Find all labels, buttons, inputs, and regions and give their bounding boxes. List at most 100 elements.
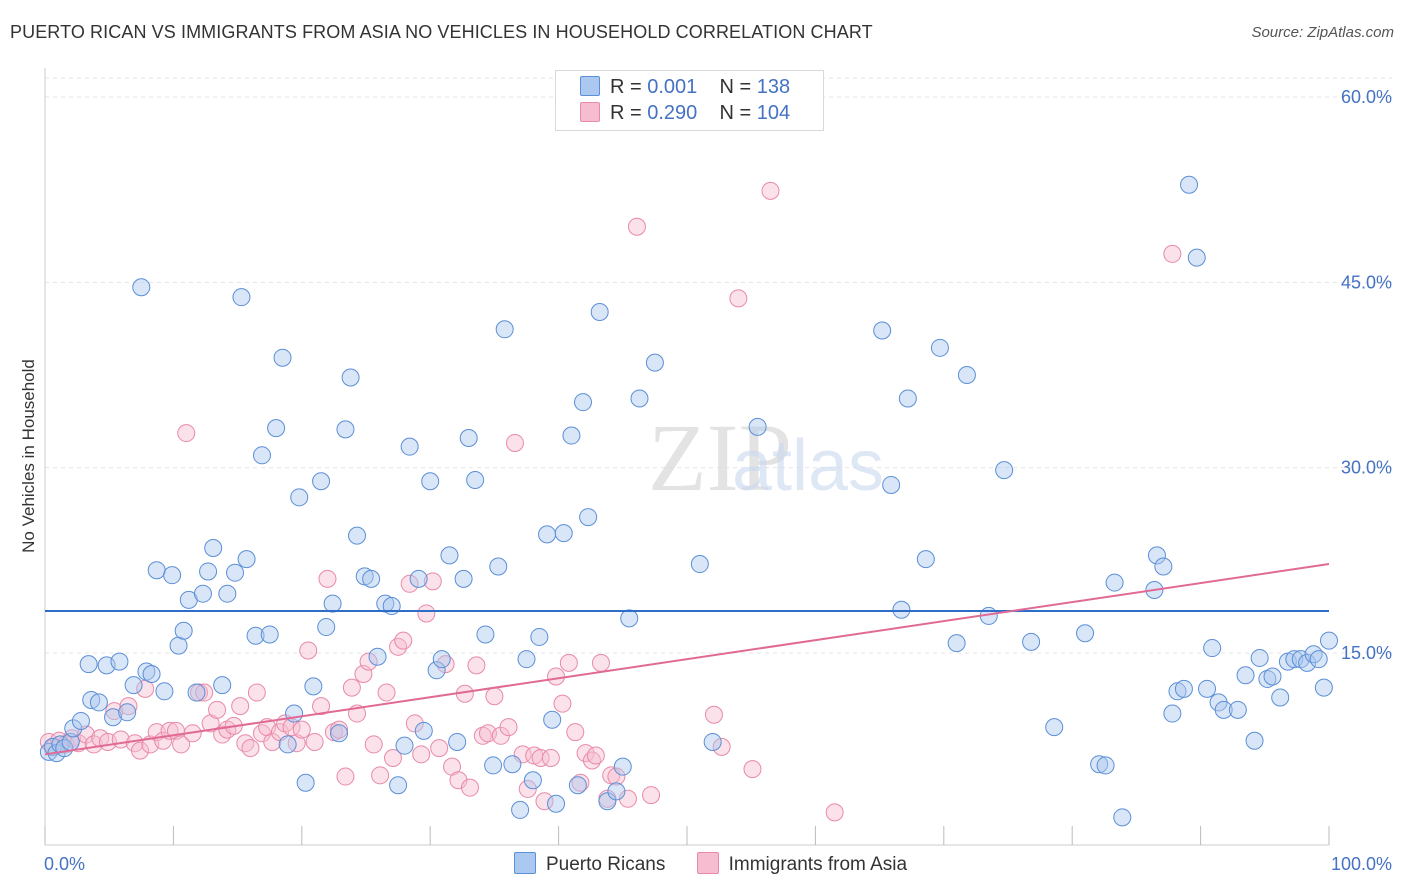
trend-lines	[44, 563, 1330, 756]
point-puerto-ricans	[538, 525, 557, 544]
point-puerto-ricans	[296, 773, 315, 792]
point-puerto-ricans	[517, 650, 536, 669]
point-puerto-ricans	[892, 600, 911, 619]
point-puerto-ricans	[64, 719, 83, 738]
point-immigrants-from-asia	[305, 732, 324, 751]
point-immigrants-from-asia	[263, 732, 282, 751]
point-puerto-ricans	[1147, 546, 1166, 565]
point-puerto-ricans	[213, 676, 232, 695]
y-tick-label-45: 45.0%	[1341, 272, 1392, 292]
point-puerto-ricans	[427, 661, 446, 680]
point-puerto-ricans	[1163, 704, 1182, 723]
point-puerto-ricans	[573, 393, 592, 412]
point-immigrants-from-asia	[712, 737, 731, 756]
point-puerto-ricans	[432, 650, 451, 669]
point-puerto-ricans	[1096, 756, 1115, 775]
point-immigrants-from-asia	[449, 771, 468, 790]
point-puerto-ricans	[389, 776, 408, 795]
point-puerto-ricans	[174, 621, 193, 640]
point-puerto-ricans	[421, 472, 440, 491]
point-immigrants-from-asia	[342, 678, 361, 697]
point-immigrants-from-asia	[417, 604, 436, 623]
point-puerto-ricans	[330, 724, 349, 743]
point-puerto-ricans	[562, 426, 581, 445]
bottom-legend: Puerto Ricans Immigrants from Asia	[514, 852, 933, 876]
point-immigrants-from-asia	[825, 803, 844, 822]
point-immigrants-from-asia	[318, 569, 337, 588]
point-puerto-ricans	[336, 420, 355, 439]
bottom-legend-item-series2: Immigrants from Asia	[696, 852, 908, 876]
point-immigrants-from-asia	[208, 700, 227, 719]
point-puerto-ricans	[690, 555, 709, 574]
point-puerto-ricans	[607, 782, 626, 801]
point-puerto-ricans	[137, 662, 156, 681]
point-puerto-ricans	[484, 756, 503, 775]
series-immigrants-from-asia	[39, 181, 1182, 822]
point-immigrants-from-asia	[430, 739, 449, 758]
point-immigrants-from-asia	[541, 749, 560, 768]
legend-swatch-series1	[580, 76, 600, 96]
point-puerto-ricans	[1320, 631, 1338, 650]
point-puerto-ricans	[1105, 573, 1124, 592]
point-puerto-ricans	[290, 488, 309, 507]
point-immigrants-from-asia	[371, 766, 390, 785]
watermark-suffix: atlas	[732, 426, 884, 506]
point-puerto-ricans	[71, 711, 90, 730]
point-immigrants-from-asia	[559, 653, 578, 672]
point-puerto-ricans	[1045, 718, 1064, 737]
point-immigrants-from-asia	[383, 749, 402, 768]
series-puerto-ricans	[39, 175, 1338, 827]
legend-row-series2: R = 0.290 N = 104	[580, 102, 790, 126]
point-puerto-ricans	[543, 710, 562, 729]
point-puerto-ricans	[620, 609, 639, 628]
point-immigrants-from-asia	[743, 760, 762, 779]
point-puerto-ricans	[409, 569, 428, 588]
point-puerto-ricans	[252, 446, 271, 465]
point-puerto-ricans	[368, 647, 387, 666]
bottom-legend-label-series2: Immigrants from Asia	[728, 854, 908, 875]
point-puerto-ricans	[1304, 645, 1323, 664]
point-puerto-ricans	[395, 736, 414, 755]
point-puerto-ricans	[414, 721, 433, 740]
point-immigrants-from-asia	[704, 705, 723, 724]
legend-n-label-1: N =	[719, 76, 752, 98]
point-immigrants-from-asia	[761, 181, 780, 200]
point-immigrants-from-asia	[236, 734, 255, 753]
point-puerto-ricans	[1309, 650, 1328, 669]
legend-r-value-1: 0.001	[647, 76, 698, 98]
point-immigrants-from-asia	[576, 744, 595, 763]
point-puerto-ricans	[246, 626, 265, 645]
legend-r-label-1: R =	[610, 76, 642, 98]
legend-row-series1: R = 0.001 N = 138	[580, 76, 790, 100]
point-puerto-ricans	[873, 321, 892, 340]
point-immigrants-from-asia	[330, 720, 349, 739]
trend-line-immigrants-from-asia	[44, 563, 1330, 756]
point-puerto-ricans	[1113, 808, 1132, 827]
point-puerto-ricans	[124, 676, 143, 695]
point-puerto-ricans	[155, 682, 174, 701]
point-immigrants-from-asia	[485, 687, 504, 706]
point-puerto-ricans	[132, 278, 151, 297]
point-immigrants-from-asia	[586, 746, 605, 765]
point-puerto-ricans	[400, 437, 419, 456]
y-axis-label: No Vehicles in Household	[19, 359, 38, 553]
y-tick-label-60: 60.0%	[1341, 87, 1392, 107]
point-puerto-ricans	[218, 584, 237, 603]
point-puerto-ricans	[199, 562, 218, 581]
point-puerto-ricans	[613, 757, 632, 776]
point-immigrants-from-asia	[505, 433, 524, 452]
watermark: ZIP	[648, 404, 792, 511]
legend-n-value-1: 138	[756, 76, 791, 98]
point-immigrants-from-asia	[105, 702, 124, 721]
point-puerto-ricans	[995, 461, 1014, 480]
point-puerto-ricans	[1314, 678, 1333, 697]
point-puerto-ricans	[598, 792, 617, 811]
point-puerto-ricans	[278, 735, 297, 754]
point-immigrants-from-asia	[400, 574, 419, 593]
point-puerto-ricans	[317, 618, 336, 637]
bottom-legend-item-series1: Puerto Ricans	[514, 852, 665, 876]
y-tick-label-30: 30.0%	[1341, 458, 1392, 478]
point-puerto-ricans	[362, 569, 381, 588]
legend-n-value-2: 104	[756, 102, 791, 124]
point-puerto-ricans	[748, 417, 767, 436]
